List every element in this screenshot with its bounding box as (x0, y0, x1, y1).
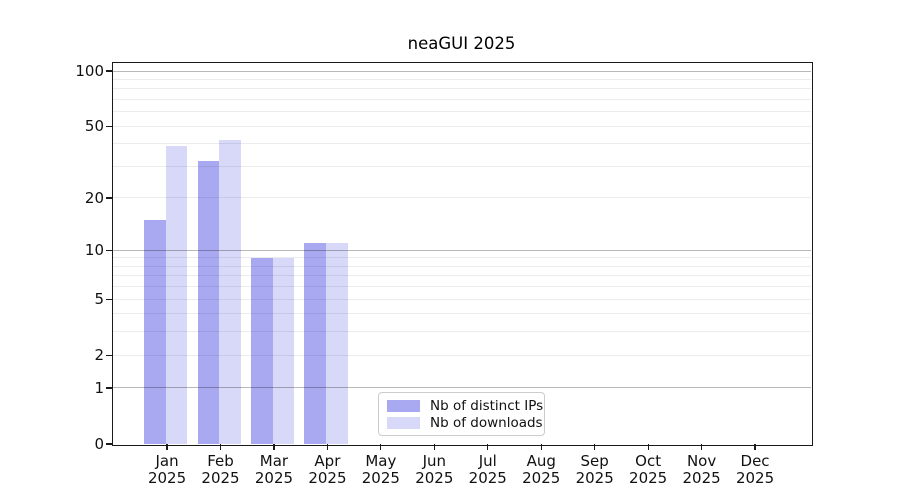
grid-line-minor-40 (112, 143, 811, 145)
x-tick-mark-jul (487, 444, 489, 450)
bar-nb-of-distinct-ips-feb (197, 161, 220, 444)
x-tick-mark-jan (166, 444, 168, 450)
grid-line-minor-5 (112, 298, 811, 300)
x-tick-mark-feb (219, 444, 222, 450)
x-tick-label-jan: Jan 2025 (147, 452, 187, 487)
grid-line-minor-9 (112, 257, 811, 259)
bar-nb-of-downloads-jan (165, 145, 188, 444)
y-tick-label-0: 0 (94, 435, 104, 453)
y-tick-label-2: 2 (94, 346, 104, 365)
x-tick-mark-jun (433, 444, 435, 450)
grid-line-major-1 (112, 387, 811, 389)
legend-item-nb-of-distinct-ips: Nb of distinct IPs (387, 398, 543, 414)
bar-nb-of-distinct-ips-jan (144, 219, 166, 444)
x-tick-label-nov: Nov 2025 (682, 452, 721, 487)
legend-label-nb-of-distinct-ips: Nb of distinct IPs (430, 398, 544, 414)
grid-line-major-10 (112, 249, 811, 251)
x-tick-mark-aug (540, 444, 542, 450)
y-tick-mark-50 (106, 125, 112, 127)
bar-nb-of-downloads-mar (272, 257, 295, 444)
x-tick-label-sep: Sep 2025 (575, 452, 614, 487)
y-tick-mark-100 (106, 70, 112, 72)
y-tick-mark-10 (106, 249, 112, 251)
legend-label-nb-of-downloads: Nb of downloads (430, 415, 543, 431)
legend-item-nb-of-downloads: Nb of downloads (387, 415, 543, 431)
x-tick-mark-apr (326, 444, 328, 450)
legend-swatch-nb-of-distinct-ips (387, 400, 420, 412)
y-tick-label-50: 50 (84, 117, 104, 136)
grid-line-minor-20 (112, 197, 811, 199)
y-tick-label-10: 10 (84, 241, 104, 260)
bar-nb-of-distinct-ips-mar (250, 257, 273, 444)
grid-line-minor-80 (112, 88, 811, 90)
grid-line-minor-8 (112, 265, 811, 267)
grid-line-minor-60 (112, 111, 811, 113)
y-tick-label-100: 100 (75, 62, 104, 81)
grid-line-minor-50 (112, 125, 811, 127)
grid-line-minor-2 (112, 354, 811, 356)
y-tick-label-1: 1 (94, 378, 104, 397)
grid-line-minor-70 (112, 99, 811, 101)
x-tick-mark-nov (700, 444, 703, 450)
y-tick-mark-5 (106, 298, 112, 300)
grid-line-minor-90 (112, 78, 811, 80)
x-tick-mark-sep (594, 444, 596, 450)
x-tick-label-aug: Aug 2025 (522, 452, 561, 487)
y-tick-mark-20 (106, 197, 112, 199)
x-tick-label-mar: Mar 2025 (254, 452, 294, 487)
x-tick-label-feb: Feb 2025 (201, 452, 240, 487)
x-tick-label-apr: Apr 2025 (308, 452, 347, 487)
grid-line-minor-7 (112, 275, 811, 277)
x-tick-label-may: May 2025 (361, 452, 400, 487)
y-tick-label-20: 20 (84, 188, 104, 207)
grid-line-major-100 (112, 70, 811, 72)
x-tick-mark-oct (647, 444, 649, 450)
x-tick-label-jul: Jul 2025 (468, 452, 507, 487)
bar-nb-of-downloads-feb (219, 140, 241, 444)
x-tick-mark-may (380, 444, 382, 450)
grid-line-minor-4 (112, 313, 811, 315)
y-tick-mark-0 (106, 443, 112, 445)
y-tick-mark-2 (106, 354, 112, 356)
bar-nb-of-downloads-apr (326, 243, 348, 444)
x-tick-mark-mar (273, 444, 275, 450)
grid-line-minor-30 (112, 166, 811, 167)
legend-swatch-nb-of-downloads (387, 417, 420, 429)
y-tick-mark-1 (106, 387, 112, 389)
x-tick-label-jun: Jun 2025 (415, 452, 454, 487)
y-tick-label-5: 5 (94, 290, 104, 309)
legend: Nb of distinct IPs Nb of downloads (378, 392, 545, 436)
x-tick-mark-dec (754, 444, 756, 450)
chart-title: neaGUI 2025 (407, 34, 516, 53)
x-tick-label-dec: Dec 2025 (735, 452, 775, 487)
grid-line-minor-6 (112, 286, 811, 288)
bar-nb-of-distinct-ips-apr (304, 243, 327, 444)
grid-line-minor-3 (112, 331, 811, 333)
x-tick-label-oct: Oct 2025 (629, 452, 668, 487)
